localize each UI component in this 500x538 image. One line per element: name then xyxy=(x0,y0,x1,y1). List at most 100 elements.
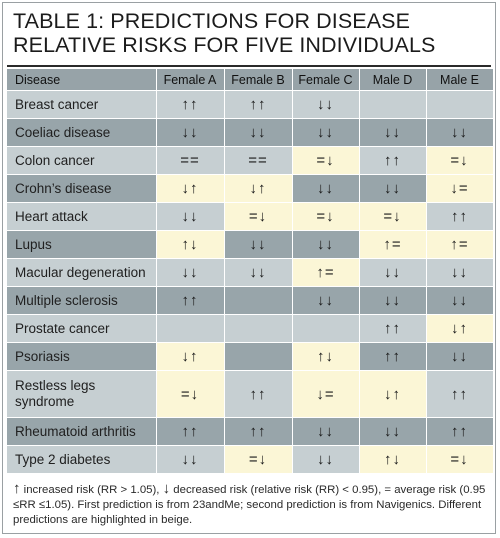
table-row: Psoriasis ↓↑ ↑↓ ↑↑ ↓↓ xyxy=(7,342,494,371)
prediction-cell: =↓ xyxy=(224,445,293,473)
prediction-cell: ↑↑ xyxy=(224,417,293,446)
table-row: Type 2 diabetes ↓↓ =↓ ↓↓ ↑↓ =↓ xyxy=(7,445,494,473)
prediction-cell: ↓↓ xyxy=(292,230,360,259)
prediction-cell: ↓↓ xyxy=(156,118,225,147)
prediction-cell: ↑↑ xyxy=(156,286,225,315)
table-row: Lupus ↑↓ ↓↓ ↓↓ ↑= ↑= xyxy=(7,230,494,259)
prediction-cell: ↓= xyxy=(292,370,360,418)
prediction-cell: ↓↓ xyxy=(359,118,427,147)
disease-cell: Macular degeneration xyxy=(7,258,157,287)
prediction-cell: ↓↑ xyxy=(156,342,225,371)
prediction-cell: ↓= xyxy=(426,174,494,203)
prediction-cell xyxy=(224,314,293,343)
table-title: TABLE 1: PREDICTIONS FOR DISEASE RELATIV… xyxy=(13,9,436,57)
prediction-cell: ↑↑ xyxy=(359,342,427,371)
prediction-cell xyxy=(224,342,293,371)
disease-cell: Crohn’s disease xyxy=(7,174,157,203)
prediction-cell: ↓↓ xyxy=(426,118,494,147)
prediction-cell: ↓↑ xyxy=(359,370,427,418)
disease-cell: Coeliac disease xyxy=(7,118,157,147)
table-row: Rheumatoid arthritis ↑↑ ↑↑ ↓↓ ↓↓ ↑↑ xyxy=(7,417,494,446)
table-row: Breast cancer ↑↑ ↑↑ ↓↓ xyxy=(7,90,494,119)
prediction-cell: ↑↑ xyxy=(359,146,427,175)
prediction-cell: ↑↑ xyxy=(426,417,494,446)
prediction-cell: ↓↓ xyxy=(359,258,427,287)
prediction-cell xyxy=(359,90,427,119)
table-row: Prostate cancer ↑↑ ↓↑ xyxy=(7,314,494,343)
prediction-cell: ↑↓ xyxy=(292,342,360,371)
footnote-text-2: decreased risk (relative risk (RR) < 0.9… xyxy=(13,484,486,526)
prediction-cell: == xyxy=(156,146,225,175)
table-row: Colon cancer == == =↓ ↑↑ =↓ xyxy=(7,146,494,175)
disease-cell: Breast cancer xyxy=(7,90,157,119)
prediction-cell: ↓↓ xyxy=(359,174,427,203)
prediction-cell: ↑↓ xyxy=(156,230,225,259)
prediction-cell: == xyxy=(224,146,293,175)
prediction-cell: ↑↑ xyxy=(224,370,293,418)
prediction-cell: ↓↑ xyxy=(156,174,225,203)
prediction-cell: ↑↑ xyxy=(224,90,293,119)
column-header-female-c: Female C xyxy=(292,69,360,91)
table-row: Restless legs syndrome =↓ ↑↑ ↓= ↓↑ ↑↑ xyxy=(7,370,494,418)
table-body: Breast cancer ↑↑ ↑↑ ↓↓ Coeliac disease ↓↓ ↓↓ ↓↓… xyxy=(7,90,494,473)
prediction-cell: =↓ xyxy=(156,370,225,418)
prediction-cell: ↓↑ xyxy=(224,174,293,203)
prediction-cell: ↑↓ xyxy=(359,445,427,473)
disease-cell: Colon cancer xyxy=(7,146,157,175)
prediction-cell xyxy=(224,286,293,315)
prediction-cell: ↓↓ xyxy=(426,286,494,315)
prediction-cell: ↓↓ xyxy=(292,417,360,446)
prediction-cell: ↓↓ xyxy=(224,258,293,287)
prediction-cell: ↑↑ xyxy=(156,90,225,119)
prediction-cell: ↓↓ xyxy=(156,258,225,287)
prediction-cell: ↓↓ xyxy=(224,230,293,259)
title-rule xyxy=(7,65,491,67)
header-row: Disease Female A Female B Female C Male … xyxy=(7,69,494,91)
prediction-cell xyxy=(426,90,494,119)
table-figure: TABLE 1: PREDICTIONS FOR DISEASE RELATIV… xyxy=(2,2,496,534)
prediction-cell: ↑↑ xyxy=(426,370,494,418)
table-row: Coeliac disease ↓↓ ↓↓ ↓↓ ↓↓ ↓↓ xyxy=(7,118,494,147)
prediction-cell: ↓↓ xyxy=(156,202,225,231)
prediction-cell: ↑↑ xyxy=(359,314,427,343)
prediction-cell: =↓ xyxy=(426,445,494,473)
prediction-cell: ↓↓ xyxy=(359,417,427,446)
prediction-cell: ↑↑ xyxy=(426,202,494,231)
prediction-cell: =↓ xyxy=(224,202,293,231)
prediction-cell: ↑= xyxy=(426,230,494,259)
prediction-cell: =↓ xyxy=(426,146,494,175)
disease-cell: Psoriasis xyxy=(7,342,157,371)
column-header-male-e: Male E xyxy=(426,69,494,91)
risk-table: Disease Female A Female B Female C Male … xyxy=(7,69,494,473)
down-arrow-icon: ↓ xyxy=(162,480,171,497)
prediction-cell: ↑= xyxy=(359,230,427,259)
prediction-cell: ↓↓ xyxy=(292,174,360,203)
prediction-cell: =↓ xyxy=(292,202,360,231)
prediction-cell: ↑= xyxy=(292,258,360,287)
prediction-cell: ↓↓ xyxy=(359,286,427,315)
prediction-cell: =↓ xyxy=(359,202,427,231)
prediction-cell: =↓ xyxy=(292,146,360,175)
prediction-cell: ↑↑ xyxy=(156,417,225,446)
table-row: Multiple sclerosis ↑↑ ↓↓ ↓↓ ↓↓ xyxy=(7,286,494,315)
disease-cell: Prostate cancer xyxy=(7,314,157,343)
prediction-cell: ↓↓ xyxy=(292,286,360,315)
column-header-disease: Disease xyxy=(7,69,157,91)
prediction-cell: ↓↓ xyxy=(426,258,494,287)
column-header-female-a: Female A xyxy=(156,69,225,91)
footnote-text-1: increased risk (RR > 1.05), xyxy=(20,484,163,496)
prediction-cell: ↓↓ xyxy=(292,445,360,473)
column-header-female-b: Female B xyxy=(224,69,293,91)
disease-cell: Lupus xyxy=(7,230,157,259)
footnote: ↑ increased risk (RR > 1.05), ↓ decrease… xyxy=(13,481,491,528)
prediction-cell: ↓↓ xyxy=(156,445,225,473)
prediction-cell: ↓↑ xyxy=(426,314,494,343)
prediction-cell xyxy=(156,314,225,343)
prediction-cell: ↓↓ xyxy=(426,342,494,371)
table-row: Crohn’s disease ↓↑ ↓↑ ↓↓ ↓↓ ↓= xyxy=(7,174,494,203)
table-row: Heart attack ↓↓ =↓ =↓ =↓ ↑↑ xyxy=(7,202,494,231)
disease-cell: Type 2 diabetes xyxy=(7,445,157,473)
table-row: Macular degeneration ↓↓ ↓↓ ↑= ↓↓ ↓↓ xyxy=(7,258,494,287)
prediction-cell: ↓↓ xyxy=(292,118,360,147)
disease-cell: Restless legs syndrome xyxy=(7,370,157,418)
